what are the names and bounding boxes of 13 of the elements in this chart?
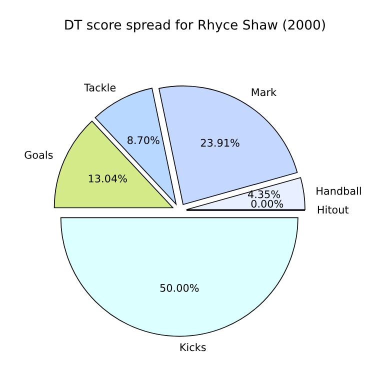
chart-title: DT score spread for Rhyce Shaw (2000) [65,20,325,32]
slice-label: Tackle [84,83,116,92]
data-label: 13.04% [88,174,127,182]
slice-label: Mark [252,88,277,96]
slice-label: Kicks [180,343,206,352]
data-label: 8.70% [128,136,160,144]
data-label: 4.35% [248,190,280,198]
data-label: 23.91% [200,138,240,147]
slice-label: Handball [316,186,361,195]
category-label: Hitout [318,206,349,214]
data-label: 50.00% [160,284,199,292]
slice-label: Goals [24,150,53,159]
text: 0.00% [251,200,284,208]
